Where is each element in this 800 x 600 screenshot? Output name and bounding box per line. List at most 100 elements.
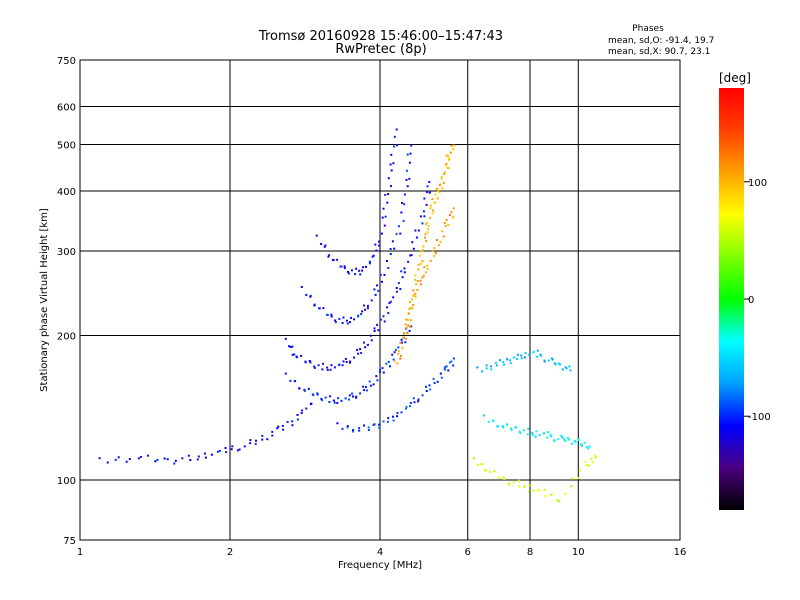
data-point — [439, 240, 442, 243]
data-point — [443, 173, 446, 176]
data-point — [532, 489, 535, 492]
x-tick-label: 6 — [465, 547, 471, 558]
data-point — [322, 307, 325, 310]
x-tick-label: 4 — [377, 547, 383, 558]
data-point — [313, 367, 316, 369]
data-point — [410, 325, 413, 328]
data-point — [407, 312, 410, 315]
data-point — [349, 360, 352, 363]
data-point — [308, 360, 311, 362]
data-point — [434, 201, 436, 204]
data-point — [356, 348, 359, 351]
data-point — [364, 346, 367, 349]
data-point — [386, 306, 389, 309]
data-point — [366, 304, 369, 307]
colorbar-tick-label: -100 — [748, 412, 771, 423]
data-point — [236, 449, 239, 452]
data-point — [411, 294, 414, 297]
data-point — [570, 442, 573, 445]
data-point — [291, 424, 294, 427]
data-point — [526, 433, 529, 436]
data-point — [432, 209, 435, 212]
data-point — [341, 427, 344, 430]
data-point — [352, 429, 355, 431]
data-point — [588, 445, 591, 448]
data-point — [417, 263, 420, 266]
data-point — [266, 438, 269, 441]
data-point — [329, 395, 332, 398]
data-point — [271, 430, 274, 433]
data-point — [307, 387, 310, 390]
data-point — [345, 361, 348, 363]
data-point — [218, 449, 221, 452]
data-point — [391, 353, 394, 356]
data-point — [204, 456, 207, 459]
data-point — [419, 254, 422, 257]
data-point — [351, 392, 354, 395]
data-point — [448, 214, 451, 217]
data-point — [408, 307, 411, 310]
data-point — [585, 464, 588, 466]
data-point — [385, 362, 388, 365]
data-point — [452, 357, 455, 360]
y-axis-label: Stationary phase Virtual Height [km] — [39, 208, 50, 392]
data-point — [318, 307, 321, 310]
data-point — [366, 389, 368, 392]
data-point — [472, 457, 475, 460]
data-point — [422, 245, 425, 248]
data-point — [445, 154, 448, 157]
data-point — [544, 495, 547, 497]
data-point — [427, 228, 430, 231]
data-point — [373, 288, 376, 291]
data-point — [414, 229, 417, 232]
data-point — [347, 270, 349, 273]
data-point — [333, 366, 336, 369]
data-point — [291, 345, 294, 348]
data-point — [316, 392, 319, 395]
data-point — [322, 362, 324, 365]
data-point — [377, 289, 380, 292]
data-point — [311, 393, 314, 396]
data-point — [359, 273, 362, 276]
data-point — [210, 453, 213, 456]
data-point — [449, 151, 452, 154]
data-point — [300, 412, 303, 414]
data-point — [374, 243, 377, 246]
data-point — [434, 193, 437, 196]
data-point — [384, 215, 387, 218]
data-point — [523, 356, 526, 359]
data-point — [586, 445, 589, 448]
data-point — [382, 315, 385, 318]
data-point — [421, 260, 424, 263]
data-point — [426, 267, 429, 270]
data-point — [441, 230, 444, 233]
data-point — [230, 448, 233, 451]
data-point — [447, 224, 450, 226]
data-point — [189, 459, 192, 461]
data-point — [326, 313, 329, 316]
data-point — [405, 326, 408, 329]
data-point — [405, 407, 407, 410]
data-point — [313, 304, 316, 307]
data-point — [410, 254, 413, 257]
data-point — [445, 163, 448, 165]
data-point — [560, 434, 563, 437]
data-point — [426, 221, 429, 224]
data-point — [363, 389, 366, 392]
data-point — [557, 362, 560, 365]
data-point — [366, 343, 369, 346]
data-point — [513, 481, 515, 484]
data-point — [370, 299, 373, 302]
data-point — [437, 189, 440, 192]
data-point — [409, 152, 412, 155]
data-point — [527, 427, 530, 430]
data-point — [342, 316, 345, 319]
data-point — [393, 135, 396, 138]
data-point — [444, 225, 447, 228]
data-point — [558, 363, 561, 366]
data-point — [368, 262, 371, 265]
data-point — [431, 212, 434, 215]
data-point — [347, 272, 350, 275]
data-point — [332, 399, 335, 402]
data-point — [346, 425, 349, 427]
